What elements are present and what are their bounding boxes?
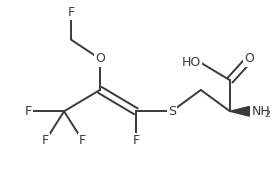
Text: HO: HO bbox=[182, 56, 201, 69]
Text: NH: NH bbox=[251, 105, 270, 118]
Text: O: O bbox=[95, 52, 105, 65]
Text: S: S bbox=[168, 105, 176, 118]
Text: O: O bbox=[245, 52, 254, 65]
Text: F: F bbox=[24, 105, 32, 118]
Text: F: F bbox=[42, 134, 49, 147]
Text: F: F bbox=[79, 134, 86, 147]
Polygon shape bbox=[230, 106, 249, 116]
Text: 2: 2 bbox=[264, 110, 270, 119]
Text: F: F bbox=[132, 134, 140, 147]
Text: F: F bbox=[67, 6, 75, 19]
